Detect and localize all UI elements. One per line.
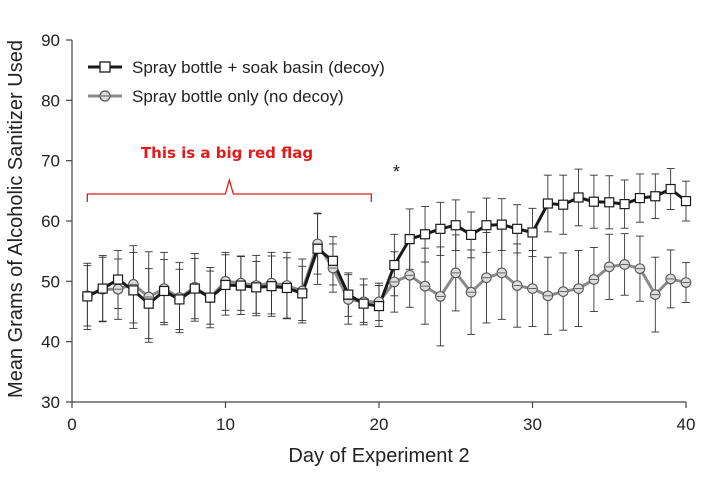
data-point-decoy	[205, 292, 216, 303]
x-tick-label: 20	[370, 415, 389, 434]
y-tick-label: 90	[41, 31, 60, 50]
legend-entry-no-decoy: Spray bottle only (no decoy)	[88, 87, 344, 106]
data-point-decoy	[512, 223, 523, 234]
data-point-decoy	[189, 283, 200, 294]
y-tick-label: 50	[41, 272, 60, 291]
x-tick-label: 30	[523, 415, 542, 434]
x-axis-label: Day of Experiment 2	[288, 445, 469, 467]
data-point-decoy	[573, 192, 584, 203]
data-point-decoy	[450, 220, 461, 231]
data-point-decoy	[634, 192, 646, 204]
data-point-decoy	[266, 281, 277, 292]
y-tick-label: 40	[41, 333, 60, 352]
y-tick-label: 30	[41, 393, 60, 412]
legend: Spray bottle + soak basin (decoy) Spray …	[88, 58, 385, 106]
data-point-decoy	[235, 280, 246, 291]
data-point-decoy	[481, 220, 492, 231]
data-point-decoy	[466, 229, 477, 240]
series-line-decoy	[86, 187, 687, 308]
data-point-decoy	[496, 219, 507, 230]
data-point-decoy	[343, 289, 354, 300]
data-point-decoy	[389, 259, 400, 271]
data-point-decoy	[251, 282, 262, 293]
x-ticks: 0 10 20 30 40	[67, 402, 695, 434]
data-point-decoy	[680, 195, 692, 207]
legend-marker-decoy	[99, 61, 111, 73]
series-lines	[86, 187, 687, 308]
data-point-decoy	[588, 196, 600, 207]
y-tick-label: 80	[41, 91, 60, 110]
data-point-decoy	[542, 198, 553, 209]
x-tick-label: 40	[677, 415, 696, 434]
data-point-decoy	[358, 298, 369, 309]
data-point-decoy	[112, 274, 124, 285]
data-point-decoy	[435, 223, 446, 234]
data-point-decoy	[327, 255, 339, 266]
y-tick-label: 70	[41, 152, 60, 171]
data-point-decoy	[419, 229, 431, 240]
data-point-decoy	[143, 298, 154, 309]
data-point-decoy	[82, 291, 93, 302]
data-point-decoy	[619, 199, 630, 210]
data-point-decoy	[312, 243, 323, 254]
data-point-decoy	[174, 294, 185, 305]
y-axis-label: Mean Grams of Alcoholic Sanitizer Used	[5, 40, 27, 398]
data-point-decoy	[128, 285, 139, 296]
data-point-decoy	[665, 183, 676, 195]
legend-entry-decoy: Spray bottle + soak basin (decoy)	[88, 58, 385, 77]
legend-label-decoy: Spray bottle + soak basin (decoy)	[132, 58, 385, 77]
data-point-decoy	[373, 300, 385, 312]
data-point-decoy	[527, 227, 538, 238]
data-point-decoy	[220, 279, 231, 291]
red-bracket	[86, 177, 372, 202]
data-point-decoy	[604, 197, 615, 208]
data-point-decoy	[159, 285, 170, 297]
red-flag-text: This is a big red flag	[141, 144, 313, 162]
data-point-decoy	[297, 288, 308, 299]
red-flag-annotation: This is a big red flag	[86, 144, 372, 202]
y-tick-label: 60	[41, 212, 60, 231]
significance-star: *	[393, 162, 400, 182]
data-point-decoy	[97, 283, 108, 294]
data-point-decoy	[558, 199, 569, 210]
y-ticks: 30 40 50 60 70 80 90	[41, 31, 72, 412]
series-markers	[81, 183, 692, 312]
data-point-decoy	[404, 234, 415, 245]
legend-label-no-decoy: Spray bottle only (no decoy)	[132, 87, 344, 106]
x-tick-label: 0	[67, 415, 76, 434]
data-point-decoy	[281, 282, 292, 294]
x-tick-label: 10	[216, 415, 235, 434]
error-bars	[83, 168, 690, 347]
data-point-decoy	[650, 191, 661, 202]
